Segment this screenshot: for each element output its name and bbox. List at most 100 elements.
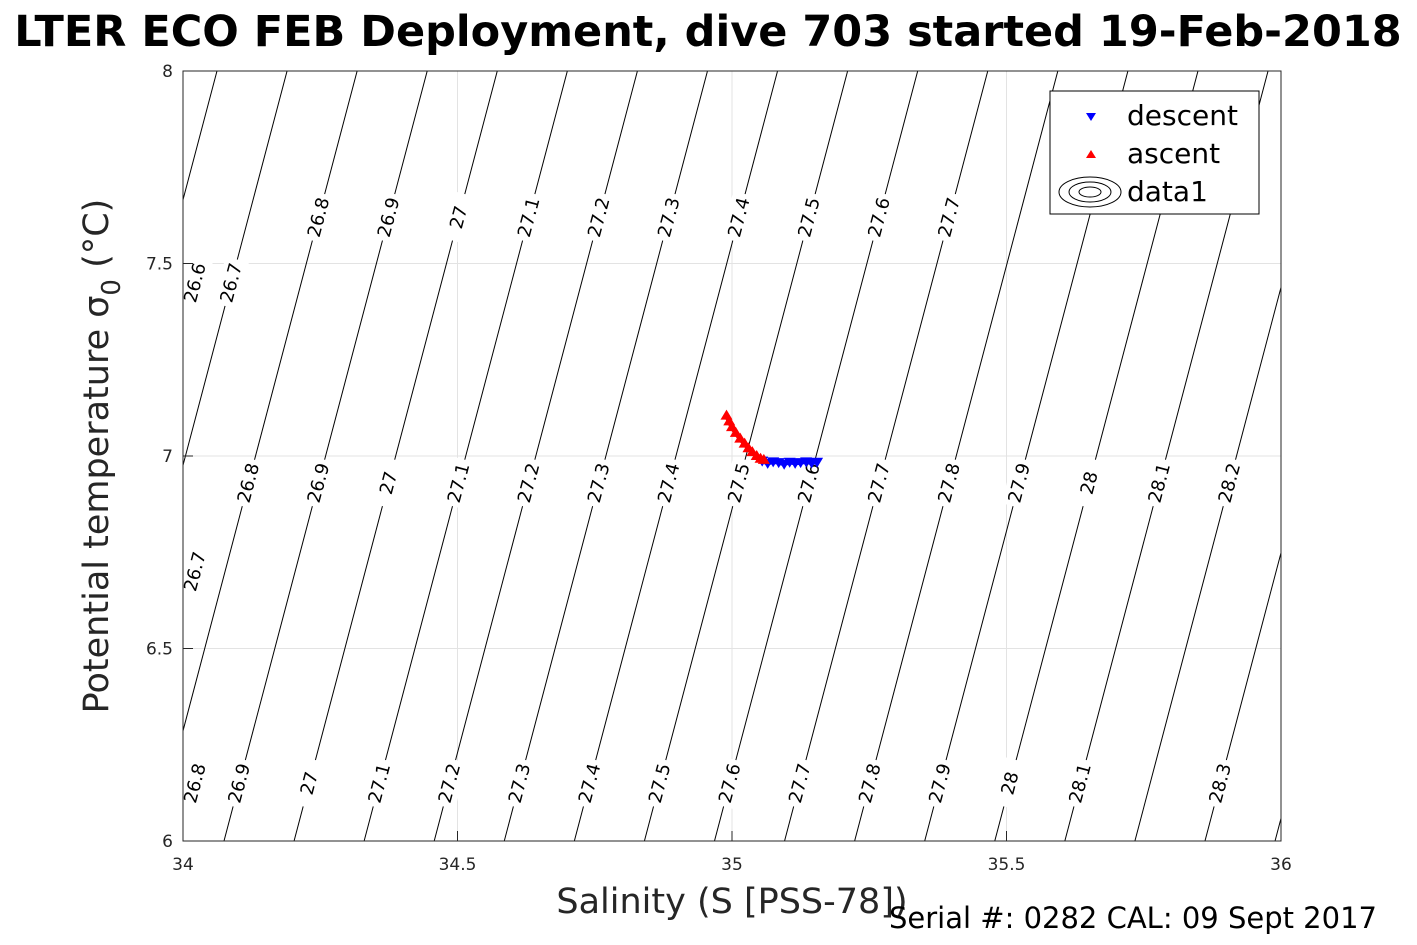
contour-label: 27.3	[654, 195, 685, 239]
contour-labels: 26.8 26.9 27 27.1 27.2 27.3 27.4 27.5 27.6 27.726…	[177, 191, 1248, 810]
contour-label: 27.2	[435, 761, 466, 805]
y-axis-ticks: 6 6.5 7 7.5 8	[146, 62, 193, 852]
contour-label: 27.4	[575, 761, 606, 805]
contour-label: 26.8	[304, 195, 335, 239]
contour-label-mask	[1071, 456, 1107, 510]
contour-label: 27.4	[724, 195, 755, 239]
contour-label-mask	[177, 256, 213, 310]
contour-label-mask	[581, 191, 617, 244]
x-tick-label: 36	[1270, 855, 1292, 875]
y-axis-label: Potential temperature σ0 (°C)	[77, 199, 127, 714]
ascent-trace	[724, 414, 765, 463]
legend-ascent-label: ascent	[1127, 137, 1220, 170]
contour-label-mask	[370, 191, 407, 244]
x-tick-label: 35.5	[988, 855, 1026, 875]
y-tick-label: 6.5	[146, 640, 173, 660]
contour-label: 27.6	[715, 761, 746, 805]
contour-label: 27.4	[654, 461, 685, 505]
contour-label: 27.3	[505, 761, 536, 805]
contour-label-mask	[300, 456, 337, 510]
contour-label: 27.7	[934, 195, 965, 239]
contour-label-mask	[861, 456, 897, 510]
contour-label: 27.3	[584, 461, 615, 505]
contour-label-mask	[213, 256, 249, 310]
contour-label: 27.2	[514, 461, 545, 505]
legend-contour-icon	[1058, 176, 1122, 208]
contour-label: 27.7	[785, 761, 816, 805]
contour-label-mask	[431, 756, 468, 810]
contour-label: 27.8	[934, 461, 965, 505]
contour-label-mask	[931, 191, 967, 244]
contour-label-mask	[361, 756, 398, 810]
contour-label-mask	[721, 456, 757, 510]
contour-label: 27.1	[514, 195, 545, 239]
contour-label-mask	[922, 756, 958, 810]
contour-label-mask	[782, 756, 818, 810]
contour-label-mask	[1211, 456, 1248, 510]
contour-label: 26.8	[180, 761, 211, 805]
contour-label: 26.6	[180, 261, 211, 305]
contour-label: 28.1	[1145, 461, 1176, 505]
contour-label: 28.3	[1205, 761, 1236, 805]
contour-label-mask	[1202, 756, 1238, 810]
contour-label: 26.7	[180, 550, 211, 594]
y-tick-label: 7	[162, 447, 173, 467]
contour-label-mask	[581, 456, 617, 510]
data-series	[720, 409, 824, 470]
contour-label-mask	[571, 756, 608, 810]
contour-label: 27.6	[864, 195, 895, 239]
contour-label-mask	[791, 456, 827, 510]
contour-label: 27.8	[855, 761, 886, 805]
contour-label-mask	[861, 191, 897, 244]
x-axis-label: Salinity (S [PSS-78])	[556, 882, 907, 922]
x-tick-label: 34.5	[439, 855, 477, 875]
contour-label-mask	[1141, 456, 1178, 510]
contour-label: 27.2	[584, 195, 615, 239]
contour-label-mask	[440, 191, 477, 244]
isopycnal-line	[182, 70, 218, 200]
contour-label: 27.5	[724, 461, 755, 505]
isopycnal-line	[182, 70, 358, 731]
contour-label: 27.6	[794, 461, 825, 505]
contour-label-mask	[852, 756, 888, 810]
x-tick-label: 35	[721, 855, 743, 875]
y-axis-label-main: Potential temperature σ	[77, 296, 117, 714]
x-tick-label: 34	[172, 855, 194, 875]
legend-data1-label: data1	[1127, 175, 1208, 208]
contour-label-mask	[221, 756, 257, 810]
contour-label-mask	[721, 191, 757, 244]
contour-label: 27.7	[864, 461, 895, 505]
contour-label-mask	[711, 756, 748, 810]
y-tick-label: 6	[162, 832, 173, 852]
contour-label: 28.2	[1215, 461, 1246, 505]
legend-descent-marker	[1086, 113, 1096, 121]
chart-title: LTER ECO FEB Deployment, dive 703 starte…	[14, 7, 1401, 57]
contour-label-mask	[177, 756, 213, 810]
contour-label: 26.8	[234, 461, 265, 505]
contour-label: 28.1	[1065, 761, 1096, 805]
contour-label-mask	[501, 756, 538, 810]
contour-label-mask	[992, 756, 1028, 810]
contour-label-mask	[1001, 456, 1037, 510]
contour-label-mask	[510, 191, 547, 244]
contour-label-mask	[510, 456, 547, 510]
descent-trace	[761, 458, 818, 467]
contour-label-mask	[931, 456, 967, 510]
contour-label-mask	[791, 191, 827, 244]
contour-label-mask	[440, 456, 477, 510]
legend: descent ascent data1	[1049, 90, 1260, 215]
legend-box	[1049, 90, 1260, 215]
legend-ascent-marker	[1086, 150, 1096, 158]
contour-label: 27.9	[1004, 461, 1035, 505]
contour-label: 27.1	[444, 461, 475, 505]
contour-label-mask	[651, 191, 687, 244]
contour-label-mask	[230, 456, 267, 510]
x-axis-ticks: 34 34.5 35 35.5 36	[172, 831, 1292, 875]
contour-label-mask	[300, 191, 337, 244]
contour-label: 27.9	[925, 761, 956, 805]
y-tick-label: 8	[162, 62, 173, 82]
isopycnal-line	[854, 70, 1059, 842]
contour-label: 26.7	[216, 261, 247, 305]
contour-label: 27.5	[794, 195, 825, 239]
